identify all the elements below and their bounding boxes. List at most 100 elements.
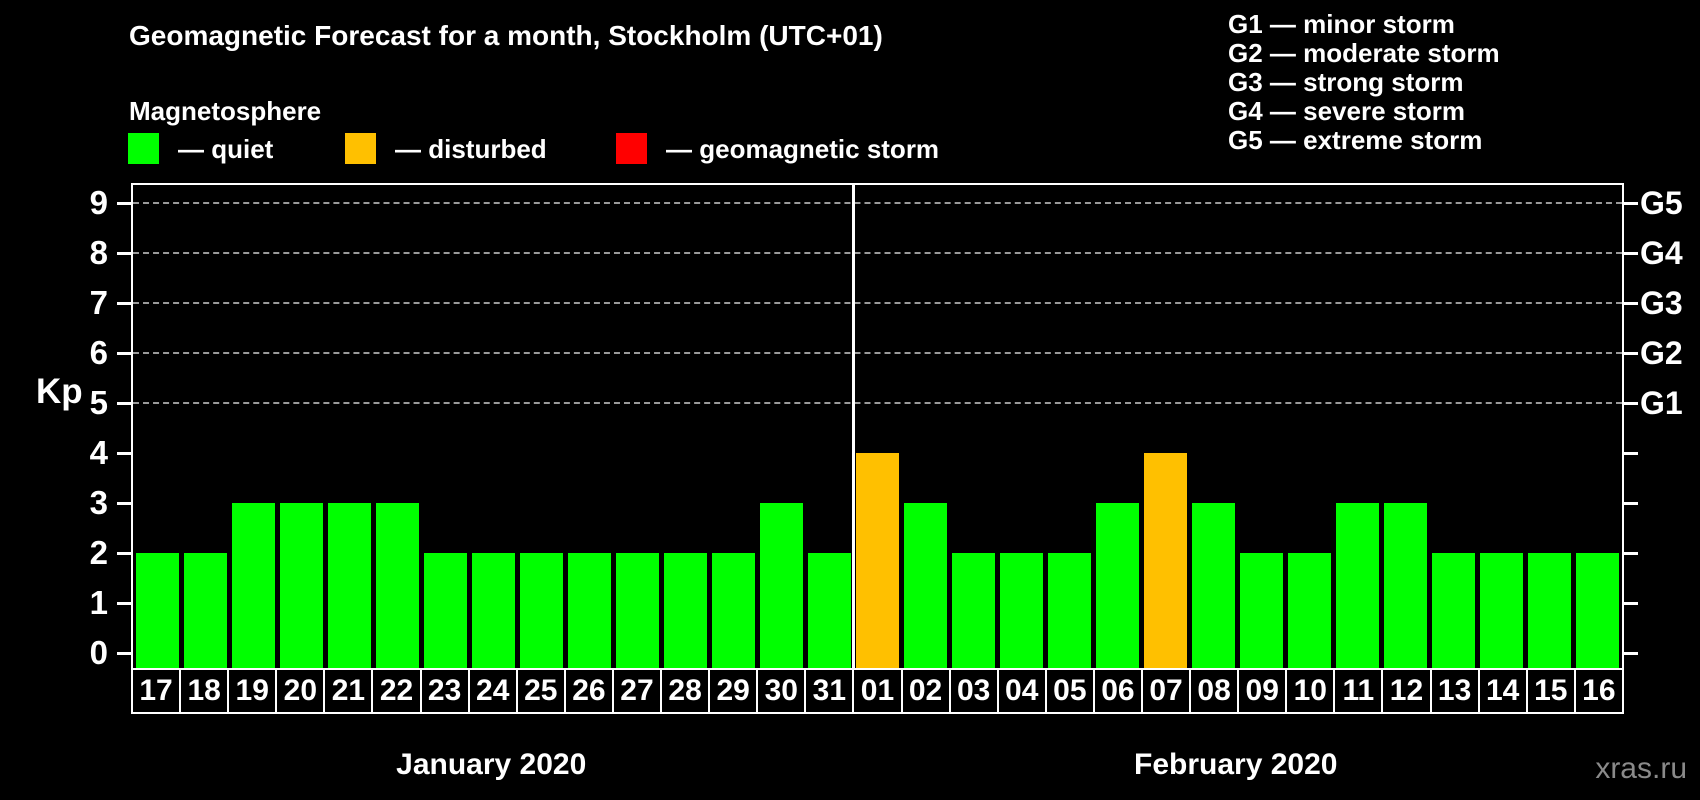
- left-axis-tick: [117, 652, 131, 655]
- kp-bar-day-28: [663, 553, 707, 668]
- day-cell: 13: [1429, 668, 1480, 714]
- day-cell: 19: [227, 668, 278, 714]
- left-axis-tick: [117, 452, 131, 455]
- day-cell: 15: [1525, 668, 1576, 714]
- kp-bar-day-18: [183, 553, 227, 668]
- left-axis-tick: [117, 352, 131, 355]
- watermark: xras.ru: [1595, 752, 1687, 785]
- left-axis-tick: [117, 402, 131, 405]
- g-level-label-g1: G1: [1640, 385, 1683, 421]
- day-cell: 22: [371, 668, 422, 714]
- kp-bar-day-12: [1384, 503, 1428, 668]
- day-cell: 30: [756, 668, 807, 714]
- day-cell: 29: [708, 668, 759, 714]
- day-cell: 26: [563, 668, 614, 714]
- g-level-label-g2: G2: [1640, 335, 1683, 371]
- gridline-kp9: [133, 202, 1622, 204]
- gridline-kp5: [133, 402, 1622, 404]
- kp-bar-day-04: [1000, 553, 1044, 668]
- right-axis-tick: [1624, 402, 1638, 405]
- left-axis-tick: [117, 602, 131, 605]
- day-cell: 18: [179, 668, 230, 714]
- right-axis-tick: [1624, 302, 1638, 305]
- legend-label: — geomagnetic storm: [666, 134, 940, 164]
- plot-area: [117, 183, 1638, 668]
- y-axis-tick-label: 3: [89, 484, 108, 521]
- g-level-label-g5: G5: [1640, 185, 1683, 221]
- kp-bar-day-17: [135, 553, 179, 668]
- left-axis-tick: [117, 252, 131, 255]
- kp-bar-day-27: [615, 553, 659, 668]
- kp-bar-day-30: [759, 503, 803, 668]
- gridline-kp7: [133, 302, 1622, 304]
- day-cell: 23: [419, 668, 470, 714]
- kp-bar-day-31: [807, 553, 851, 668]
- magnetosphere-legend: — quiet — disturbed — geomagnetic storm: [0, 133, 1160, 165]
- month-divider-line: [851, 185, 855, 668]
- right-axis-tick: [1624, 502, 1638, 505]
- y-axis-tick-label: 8: [89, 234, 108, 271]
- kp-bar-day-13: [1432, 553, 1476, 668]
- y-axis-tick-label: 0: [89, 634, 108, 671]
- chart-subtitle: Magnetosphere: [129, 96, 322, 126]
- day-cell: 06: [1092, 668, 1143, 714]
- kp-bar-day-24: [471, 553, 515, 668]
- day-cell: 28: [660, 668, 711, 714]
- kp-bar-day-19: [231, 503, 275, 668]
- g-scale-legend-line: G1 — minor storm: [1228, 9, 1455, 39]
- y-axis-tick-label: 5: [89, 384, 108, 421]
- kp-bar-day-22: [375, 503, 419, 668]
- day-cell: 31: [804, 668, 855, 714]
- disturbed-color-swatch: [345, 133, 376, 164]
- right-axis-tick: [1624, 602, 1638, 605]
- legend-label: — quiet: [178, 134, 274, 164]
- g-scale-legend-line: G2 — moderate storm: [1228, 38, 1500, 68]
- kp-bar-day-25: [519, 553, 563, 668]
- right-axis-tick: [1624, 202, 1638, 205]
- day-cell: 01: [852, 668, 903, 714]
- y-axis-tick-label: 9: [89, 184, 108, 221]
- day-cell: 12: [1381, 668, 1432, 714]
- day-cell: 10: [1285, 668, 1336, 714]
- y-axis-tick-label: 2: [89, 534, 108, 571]
- day-cell: 03: [948, 668, 999, 714]
- day-cell: 24: [467, 668, 518, 714]
- day-cell: 09: [1237, 668, 1288, 714]
- kp-bar-day-05: [1048, 553, 1092, 668]
- day-cell: 07: [1140, 668, 1192, 714]
- right-axis-tick: [1624, 352, 1638, 355]
- day-cell: 17: [131, 668, 182, 714]
- day-cell: 27: [611, 668, 663, 714]
- day-cell: 25: [515, 668, 566, 714]
- kp-bar-day-08: [1192, 503, 1236, 668]
- g-scale-legend: G1 — minor storm G2 — moderate storm G3 — …: [1228, 10, 1500, 155]
- kp-bar-day-29: [711, 553, 755, 668]
- month-label-january: January 2020: [396, 748, 587, 781]
- kp-bar-day-01: [856, 453, 899, 668]
- left-axis-tick: [117, 502, 131, 505]
- y-axis-tick-label: 6: [89, 334, 108, 371]
- kp-bar-day-16: [1576, 553, 1620, 668]
- kp-bar-day-03: [952, 553, 996, 668]
- kp-bar-day-23: [423, 553, 467, 668]
- y-axis-title: Kp: [36, 372, 83, 411]
- y-axis-tick-label: 4: [89, 434, 108, 471]
- day-cell: 11: [1333, 668, 1384, 714]
- day-cell: 21: [323, 668, 374, 714]
- y-axis-tick-label: 1: [89, 584, 108, 621]
- quiet-color-swatch: [128, 133, 159, 164]
- kp-bar-day-02: [904, 503, 948, 668]
- day-cell: 16: [1573, 668, 1624, 714]
- kp-bar-day-10: [1288, 553, 1332, 668]
- day-cell: 05: [1044, 668, 1095, 714]
- kp-bar-day-20: [279, 503, 323, 668]
- chart-title: Geomagnetic Forecast for a month, Stockh…: [129, 20, 883, 51]
- gridline-kp6: [133, 352, 1622, 354]
- kp-bar-day-11: [1336, 503, 1380, 668]
- right-axis-tick: [1624, 252, 1638, 255]
- left-axis-tick: [117, 552, 131, 555]
- kp-bar-day-26: [567, 553, 611, 668]
- y-axis-tick-label: 7: [89, 284, 108, 321]
- right-axis-tick: [1624, 552, 1638, 555]
- day-cell: 08: [1189, 668, 1240, 714]
